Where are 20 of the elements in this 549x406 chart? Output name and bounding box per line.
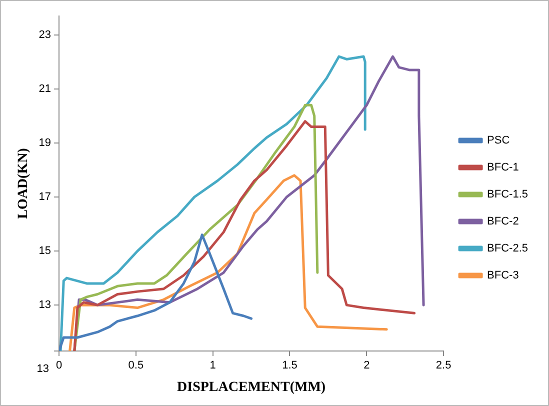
y-tick-label: 15 [38,245,52,258]
x-tick-label: 1.5 [282,360,298,372]
y-tick-label: 21 [38,82,52,95]
y-axis-title: LOAD(KN) [16,148,32,219]
y-tick-label: 23 [38,28,52,41]
x-axis-title: DISPLACEMENT(MM) [177,380,326,396]
y-tick-label: 17 [38,191,52,204]
x-tick-label: 2.5 [436,360,452,372]
y-tick-label: 13 [38,299,52,312]
legend-label: BFC-2 [487,216,519,228]
legend-label: BFC-2.5 [487,242,528,255]
x-tick-label: 0.5 [128,360,144,372]
legend-label: BFC-3 [487,270,519,282]
legend-label: BFC-1 [487,162,519,174]
y-tick-label: 19 [38,137,52,150]
legend-label: PSC [487,134,510,147]
legend-label: BFC-1.5 [487,188,528,201]
x-tick-label: 0 [56,360,62,372]
x-tick-label: 2 [364,360,370,372]
x-tick-label: 1 [210,360,216,372]
